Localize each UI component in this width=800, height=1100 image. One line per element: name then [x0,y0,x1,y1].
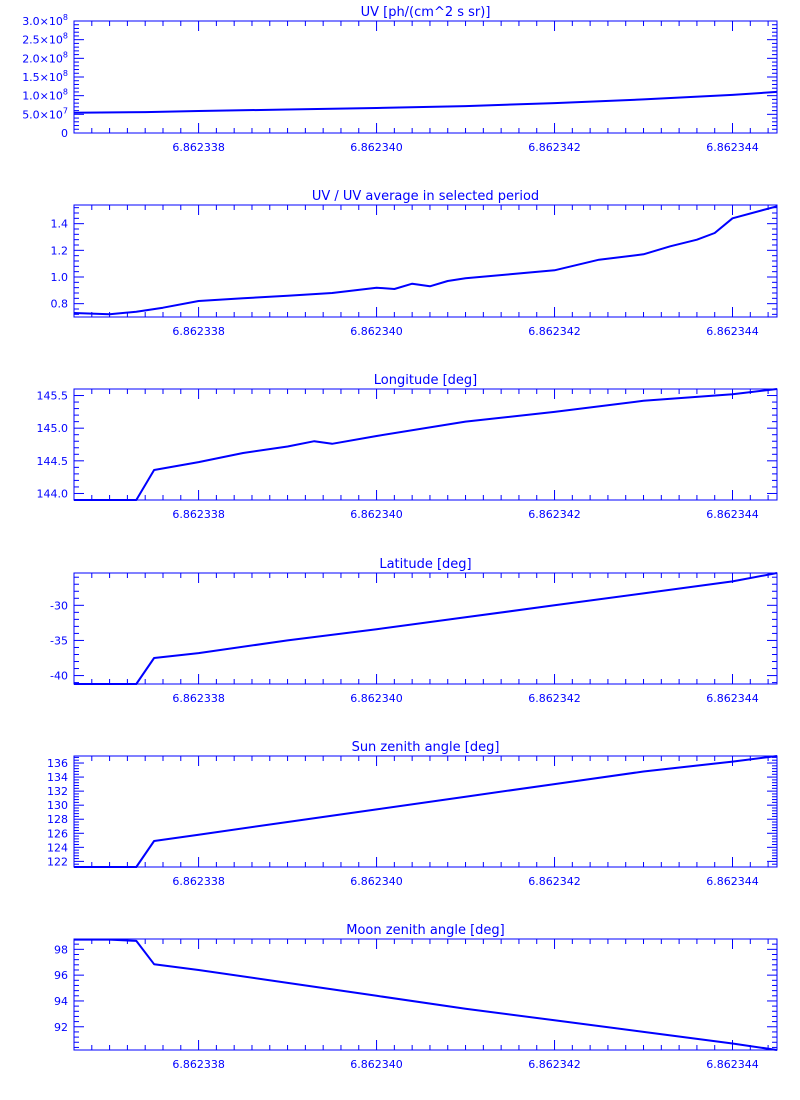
x-tick-label: 6.862342 [528,325,581,338]
x-tick-label: 6.862340 [350,508,403,521]
series-line [73,205,778,316]
x-tick-label: 6.862344 [706,875,759,888]
x-tick-label: 6.862344 [706,325,759,338]
chart-panel-1: UV [ph/(cm^2 s sr)] 6.862338 6.862340 6.862… [22,5,778,154]
series-line [74,388,778,501]
chart-title: Sun zenith angle [deg] [352,740,500,755]
y-tick-label: 1.0×108 [22,88,68,103]
y-tick-label: 144.0 [37,487,69,500]
x-tick-label: 6.862344 [706,692,759,705]
y-tick-label: 145.5 [37,390,69,403]
x-tick-label: 6.862342 [528,1058,581,1071]
chart-title: Latitude [deg] [379,557,471,572]
x-tick-label: 6.862340 [350,875,403,888]
y-tick-label: 126 [47,827,68,840]
x-tick-label: 6.862338 [172,508,225,521]
series-line [74,572,778,685]
x-tick-label: 6.862342 [528,692,581,705]
plot-frame [73,572,778,685]
y-tick-label: 124 [47,841,68,854]
series-line [74,938,778,1051]
y-tick-label: 1.2 [51,244,69,257]
series-line [74,755,778,868]
y-tick-label: 92 [54,1021,68,1034]
x-tick-label: 6.862338 [172,875,225,888]
x-tick-label: 6.862344 [706,508,759,521]
y-tick-label: -40 [50,670,68,683]
y-tick-label: 1.4 [51,218,69,231]
chart-title: UV [ph/(cm^2 s sr)] [361,5,491,20]
y-tick-label: 96 [54,969,68,982]
y-tick-label: 3.0×108 [22,13,68,28]
plot-frame [73,938,778,1051]
y-tick-label: 0.8 [51,298,69,311]
plot-frame [73,20,778,134]
series-line [73,90,778,114]
x-tick-label: 6.862340 [350,692,403,705]
y-tick-label: -35 [50,634,68,647]
x-tick-label: 6.862338 [172,1058,225,1071]
x-tick-label: 6.862340 [350,1058,403,1071]
plot-frame [73,204,778,318]
chart-panel-4: Latitude [deg] 6.862338 6.862340 6.862342 6.… [50,557,778,705]
y-tick-label: 130 [47,799,68,812]
y-tick-label: 1.0 [51,271,69,284]
chart-title: UV / UV average in selected period [312,189,539,204]
chart-title: Longitude [deg] [374,373,477,388]
chart-title: Moon zenith angle [deg] [346,923,504,938]
x-tick-label: 6.862342 [528,875,581,888]
x-tick-label: 6.862344 [706,1058,759,1071]
x-tick-label: 6.862340 [350,325,403,338]
y-tick-label: 98 [54,943,68,956]
chart-panel-5: Sun zenith angle [deg] 6.862338 6.862340 6.… [47,740,778,888]
y-tick-label: 132 [47,785,68,798]
y-tick-label: 122 [47,855,68,868]
x-tick-label: 6.862338 [172,141,225,154]
x-tick-label: 6.862344 [706,141,759,154]
y-tick-label: 128 [47,813,68,826]
y-tick-label: 1.5×108 [22,69,68,84]
plot-frame [73,755,778,868]
y-tick-label: 136 [47,757,68,770]
y-tick-label: 144.5 [37,455,69,468]
x-tick-label: 6.862342 [528,508,581,521]
chart-panel-3: Longitude [deg] 6.862338 6.862340 6.862342 6… [37,373,778,521]
x-tick-label: 6.862338 [172,325,225,338]
chart-panel-2: UV / UV average in selected period 6.8623… [51,189,778,338]
y-tick-label: 94 [54,995,68,1008]
x-tick-label: 6.862338 [172,692,225,705]
plot-frame [73,388,778,501]
y-tick-label: 2.0×108 [22,50,68,65]
y-tick-label: 5.0×107 [22,106,68,121]
y-tick-label: 0 [61,127,68,140]
y-tick-label: 2.5×108 [22,32,68,47]
x-tick-label: 6.862340 [350,141,403,154]
x-tick-label: 6.862342 [528,141,581,154]
y-tick-label: -30 [50,599,68,612]
y-tick-label: 134 [47,771,68,784]
chart-panel-6: Moon zenith angle [deg] 6.862338 6.862340 6… [54,923,778,1071]
y-tick-label: 145.0 [37,422,69,435]
